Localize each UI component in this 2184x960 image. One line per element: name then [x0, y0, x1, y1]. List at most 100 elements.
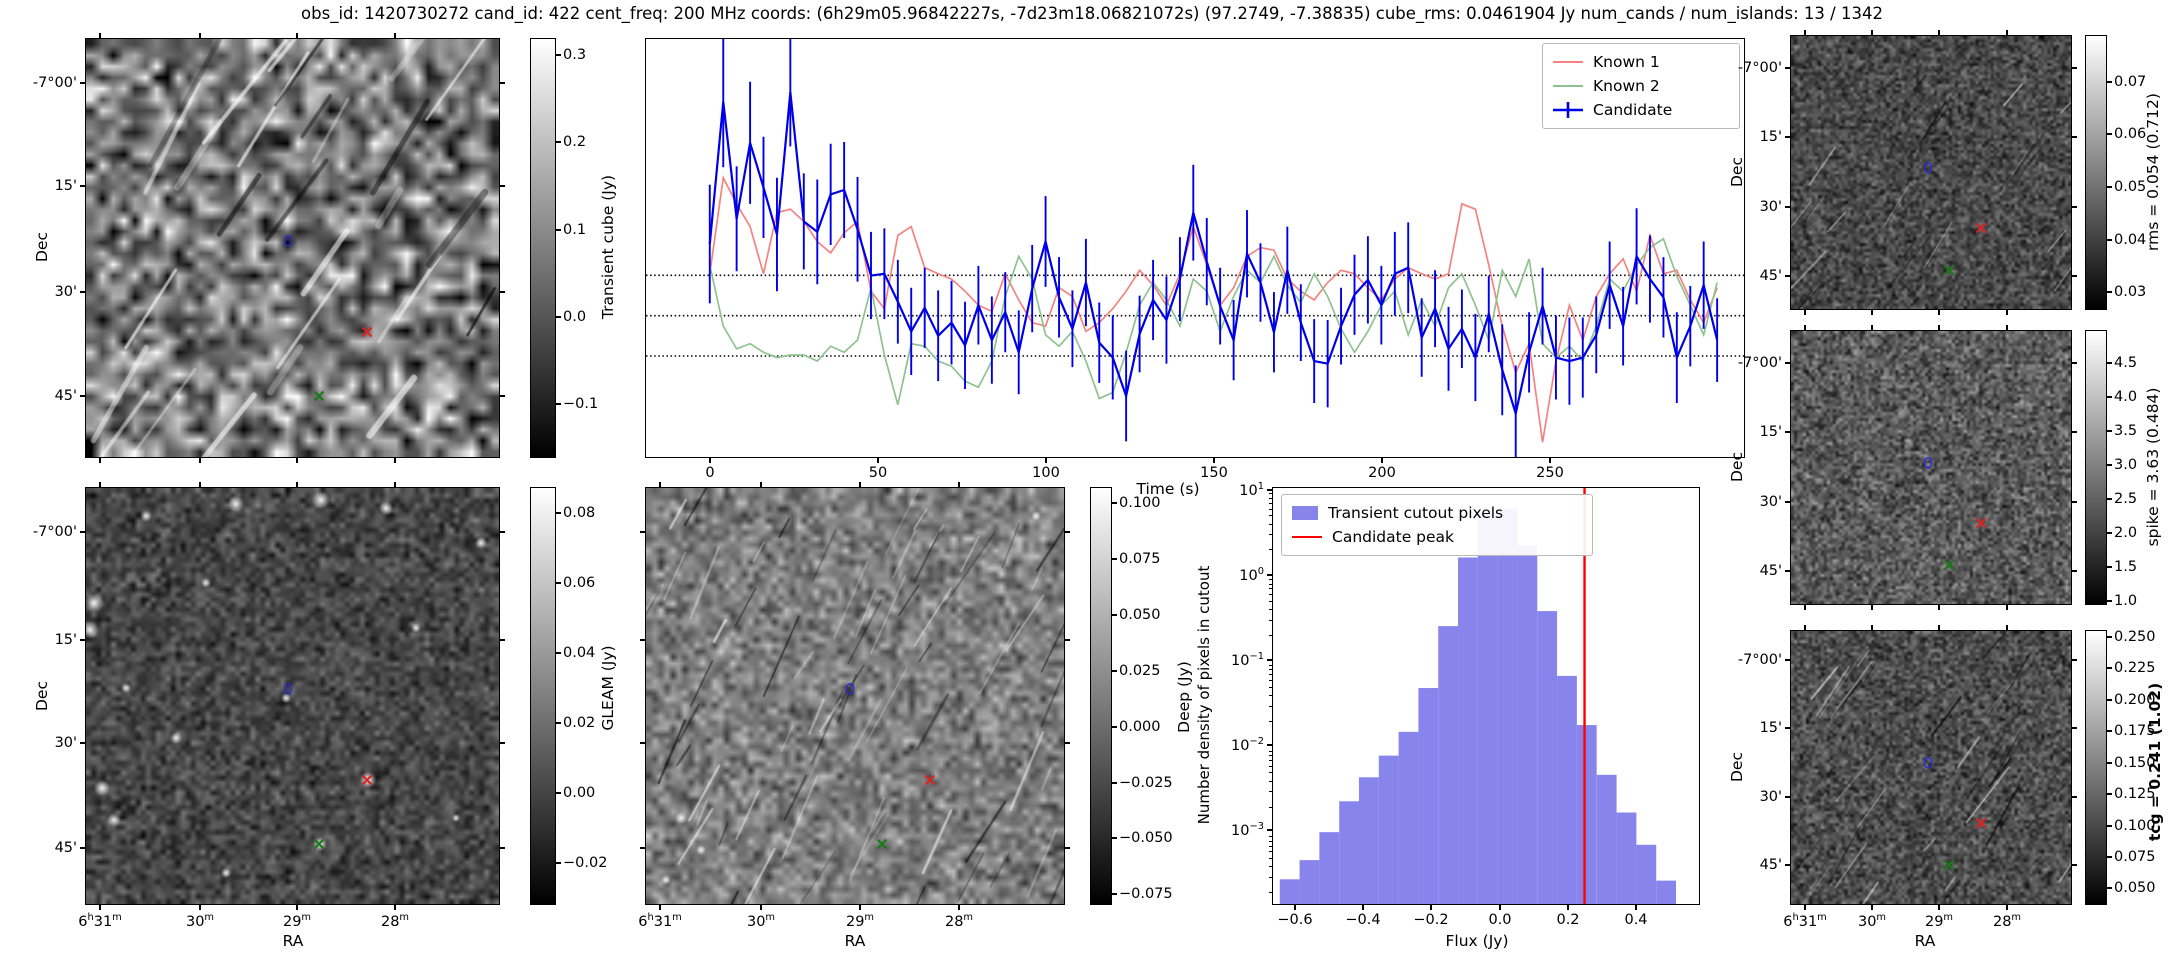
tick-mark [99, 33, 101, 38]
tick-mark [1871, 30, 1873, 35]
known2-marker [1942, 262, 1956, 276]
tick-mark [1785, 136, 1790, 138]
tick-mark [1938, 325, 1940, 330]
legend-label: Candidate [1593, 101, 1673, 119]
deep-colorbar [1090, 487, 1112, 905]
known1-marker [1974, 515, 1988, 529]
candidate-marker [1921, 455, 1935, 469]
tick-mark [500, 291, 505, 293]
colorbar-tick-label: 0.225 [2114, 660, 2156, 676]
legend-item-candidate-peak: Candidate peak [1292, 525, 1582, 549]
histogram-y-axis-label: Number density of pixels in cutout [1195, 565, 1213, 825]
flux-tick-label: −0.4 [1345, 912, 1381, 928]
tick-mark [2107, 81, 2112, 83]
known2-line-swatch [1553, 85, 1583, 87]
candidate-peak-line-swatch [1292, 536, 1322, 538]
tick-mark [80, 395, 85, 397]
minor-tick-mark [1269, 858, 1272, 860]
tick-mark [1635, 905, 1637, 910]
figure-title: obs_id: 1420730272 cand_id: 422 cent_fre… [301, 4, 1883, 23]
tick-mark [1112, 614, 1117, 616]
minor-tick-mark [1269, 664, 1272, 666]
colorbar-tick-label: 0.000 [1119, 719, 1161, 735]
tick-mark [2107, 825, 2112, 827]
colorbar-tick-label: 0.00 [563, 785, 596, 801]
colorbar-tick-label: 0.02 [563, 715, 596, 731]
tick-mark [556, 512, 561, 514]
colorbar-tick-label: 0.075 [2114, 849, 2156, 865]
minor-tick-mark [1269, 523, 1272, 525]
minor-tick-mark [1269, 679, 1272, 681]
minor-tick-mark [1269, 780, 1272, 782]
tick-mark [1938, 30, 1940, 35]
tick-mark [296, 905, 298, 910]
tick-mark [1871, 605, 1873, 610]
colorbar-tick-label: 3.0 [2114, 457, 2138, 473]
spike-colorbar [2085, 330, 2107, 605]
dec-axis-label: Dec [33, 681, 51, 711]
colorbar-tick-label: 0.050 [2114, 880, 2156, 896]
tick-mark [2006, 905, 2008, 910]
minor-tick-mark [1269, 583, 1272, 585]
ra-axis-label: RA [844, 932, 866, 950]
tick-mark [2107, 430, 2112, 432]
flux-axis-label: Flux (Jy) [1445, 932, 1509, 950]
tick-mark [556, 582, 561, 584]
colorbar-tick-label: 0.050 [1119, 607, 1161, 623]
minor-tick-mark [1269, 549, 1272, 551]
ra-tick-label: 30m [746, 912, 776, 930]
density-tick-label: 101 [1239, 481, 1264, 499]
series-candidate [708, 92, 1719, 418]
tick-mark [1112, 558, 1117, 560]
histogram-bar [1438, 626, 1459, 904]
tick-mark [1785, 570, 1790, 572]
tick-mark [99, 482, 101, 487]
histogram-bar [1477, 513, 1498, 904]
density-tick-label: 10−1 [1231, 651, 1264, 669]
legend-label: Known 2 [1593, 77, 1660, 95]
tick-mark [80, 531, 85, 533]
ra-tick-label: 30m [185, 912, 215, 930]
minor-tick-mark [1269, 791, 1272, 793]
colorbar-tick-label: 0.075 [1119, 551, 1161, 567]
candidate-marker [1921, 755, 1935, 769]
tick-mark [1213, 458, 1215, 463]
histogram-bar [1656, 880, 1677, 904]
ra-tick-label: 6h31m [78, 912, 122, 930]
tick-mark [2107, 133, 2112, 135]
tick-mark [1938, 625, 1940, 630]
histogram-bar [1557, 675, 1577, 904]
tick-mark [2107, 532, 2112, 534]
tick-mark [2107, 636, 2112, 638]
tick-mark [659, 482, 661, 487]
spike-colorbar-label: spike = 3.63 (0.484) [2144, 387, 2162, 547]
colorbar-tick-label: 1.0 [2114, 593, 2138, 609]
flux-tick-label: 0.4 [1624, 912, 1648, 928]
colorbar-tick-label: −0.02 [563, 855, 608, 871]
tick-mark [1065, 639, 1070, 641]
tick-mark [199, 458, 201, 463]
tick-mark [877, 458, 879, 463]
minor-tick-mark [1269, 772, 1272, 774]
histogram-bar [1339, 801, 1359, 904]
dec-axis-label: Dec [1728, 157, 1746, 187]
tick-mark [2107, 793, 2112, 795]
dec-tick-label: 15' [1759, 129, 1782, 145]
known2-marker [1942, 857, 1956, 871]
tick-mark [394, 905, 396, 910]
histogram-canvas [1279, 488, 1677, 904]
ra-axis-label: RA [1914, 932, 1936, 950]
known1-marker [1974, 815, 1988, 829]
candidate-errorbar-swatch [1553, 102, 1583, 118]
time-tick-label: 50 [868, 465, 888, 481]
flux-tick-label: −0.6 [1277, 912, 1313, 928]
tick-mark [709, 458, 711, 463]
tick-mark [1785, 659, 1790, 661]
minor-tick-mark [1269, 508, 1272, 510]
colorbar-tick-label: 0.04 [563, 645, 596, 661]
tick-mark [1804, 625, 1806, 630]
minor-tick-mark [1269, 851, 1272, 853]
tick-mark [1871, 905, 1873, 910]
pixel-histogram-plot [1272, 487, 1700, 905]
colorbar-tick-label: 2.0 [2114, 525, 2138, 541]
